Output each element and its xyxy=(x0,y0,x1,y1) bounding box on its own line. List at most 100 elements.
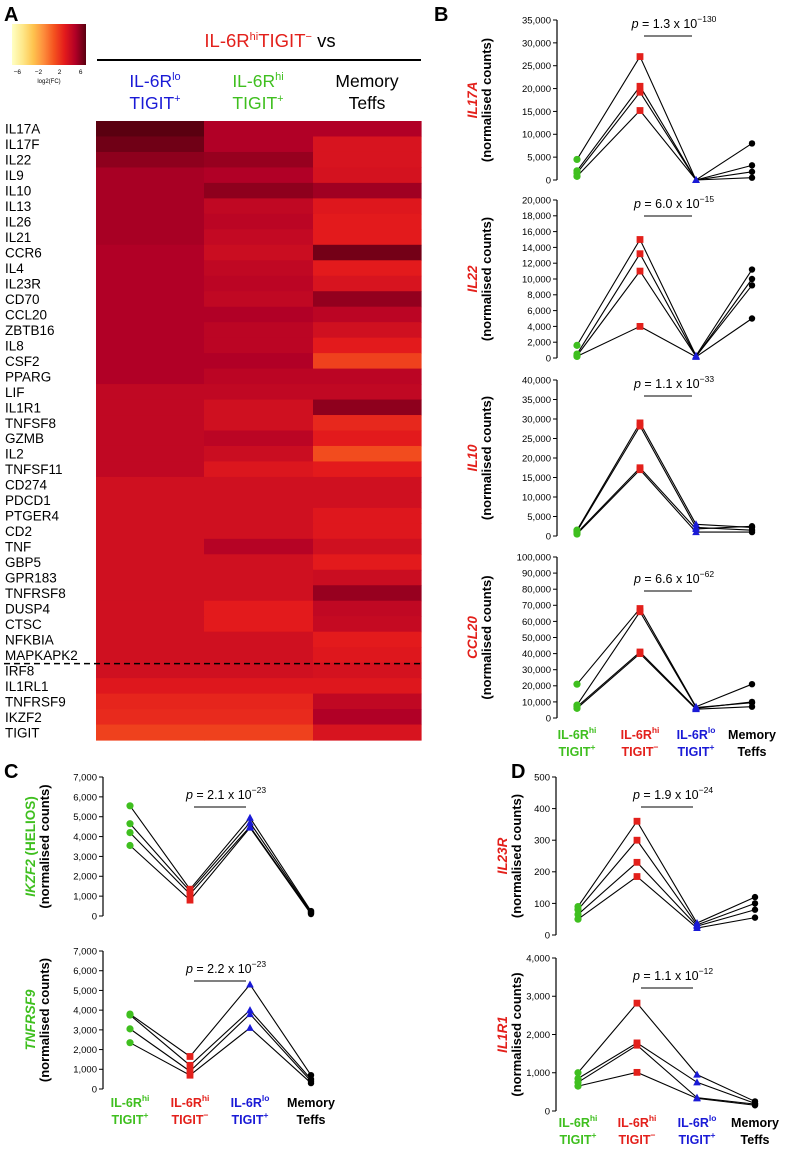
point-il6rhi-tigit-pos xyxy=(573,704,581,712)
c1-series-line xyxy=(129,1027,312,1084)
heatmap-column-label: IL-6Rhi xyxy=(232,71,283,91)
point-memory-teffs xyxy=(748,140,756,147)
d1-y-axis-label: (normalised counts) xyxy=(509,972,524,1096)
b2-series-line xyxy=(576,468,752,535)
point-il6rhi-tigit-neg xyxy=(633,1068,641,1076)
heatmap-cell xyxy=(313,399,422,416)
panel-b-x-label: Teffs xyxy=(738,745,767,759)
heatmap-cell xyxy=(96,693,205,710)
heatmap-cell xyxy=(204,538,314,555)
point-il6rhi-tigit-pos xyxy=(573,341,581,349)
panel-b-x-label: IL-6Rhi xyxy=(621,725,660,742)
gene-label: GZMB xyxy=(5,431,44,446)
b3-gene-label: CCL20 xyxy=(465,616,480,659)
panel-b-x-label: Memory xyxy=(728,728,776,742)
b1-y-tick-label: 2,000 xyxy=(527,338,551,349)
point-il6rlo-tigit-pos xyxy=(246,1010,254,1018)
point-il6rhi-tigit-neg xyxy=(633,817,641,825)
panel-b-x-label: IL-6Rhi xyxy=(558,725,597,742)
heatmap-cell xyxy=(204,399,314,416)
heatmap-cell xyxy=(313,244,422,261)
point-il6rhi-tigit-neg xyxy=(636,608,644,616)
heatmap-cell xyxy=(96,167,205,184)
point-il6rhi-tigit-pos xyxy=(126,802,134,810)
gene-label: CD274 xyxy=(5,478,48,493)
point-il6rlo-tigit-pos xyxy=(692,528,700,536)
gene-label: IL10 xyxy=(5,184,31,199)
panel-b-x-label: TIGIT+ xyxy=(678,742,715,759)
heatmap-cell xyxy=(96,291,205,308)
d1-series-line xyxy=(577,1002,756,1102)
point-memory-teffs xyxy=(748,528,756,536)
heatmap-cell xyxy=(204,244,314,261)
gene-label: CCR6 xyxy=(5,246,42,261)
colorbar-tick-label: 6 xyxy=(79,69,83,76)
heatmap-cell xyxy=(313,647,422,664)
heatmap-cell xyxy=(204,229,314,246)
b3-y-tick-label: 90,000 xyxy=(522,569,551,580)
b1-y-tick-label: 0 xyxy=(546,353,551,364)
d1-y-tick-label: 3,000 xyxy=(526,992,550,1003)
panel-d-x-label: TIGIT+ xyxy=(679,1130,716,1147)
heatmap-cell xyxy=(204,430,314,447)
heatmap-cell xyxy=(204,306,314,323)
heatmap-cell xyxy=(204,368,314,385)
heatmap-cell xyxy=(313,445,422,463)
point-il6rhi-tigit-pos xyxy=(126,820,134,828)
b3-y-tick-label: 0 xyxy=(546,713,551,724)
heatmap-cell xyxy=(204,585,314,602)
panel-d-x-label: TIGIT+ xyxy=(560,1130,597,1147)
point-il6rhi-tigit-neg xyxy=(186,896,194,904)
b2-y-tick-label: 30,000 xyxy=(522,414,551,425)
panel-c-x-label: IL-6Rhi xyxy=(171,1093,210,1110)
b0-series-line xyxy=(576,109,753,181)
heatmap-cell xyxy=(313,476,422,493)
d0-y-tick-label: 100 xyxy=(534,899,550,910)
b0-y-tick-label: 35,000 xyxy=(522,15,551,26)
c0-y-tick-label: 5,000 xyxy=(73,812,97,823)
point-il6rhi-tigit-neg xyxy=(186,890,194,898)
d1-p-value: p = 1.1 x 10−12 xyxy=(632,966,713,983)
c1-p-value: p = 2.2 x 10−23 xyxy=(185,959,266,976)
c1-y-tick-label: 3,000 xyxy=(73,1025,97,1036)
heatmap-cell xyxy=(313,415,422,432)
point-memory-teffs xyxy=(751,893,759,901)
panel-letter-c: C xyxy=(4,761,18,783)
heatmap-cell xyxy=(204,693,314,710)
heatmap-cell xyxy=(96,569,205,586)
gene-label: IL23R xyxy=(5,276,41,291)
heatmap-cell xyxy=(313,724,422,741)
heatmap-cell xyxy=(96,229,205,246)
point-il6rlo-tigit-pos xyxy=(693,1094,701,1102)
b2-y-tick-label: 25,000 xyxy=(522,434,551,445)
chart-il1r1: 0 1,000 2,000 3,000 4,000 IL1R1 (normalised co… xyxy=(495,953,759,1117)
heatmap-cell xyxy=(96,631,205,648)
d0-y-axis-label: (normalised counts) xyxy=(509,794,524,918)
point-il6rhi-tigit-neg xyxy=(636,650,644,657)
b3-y-tick-label: 40,000 xyxy=(522,649,551,660)
b3-y-tick-label: 50,000 xyxy=(522,633,551,644)
b1-y-tick-label: 6,000 xyxy=(527,306,551,317)
b0-series-line xyxy=(576,85,753,181)
heatmap-cell xyxy=(313,678,422,695)
chart-ccl20: 0 10,000 20,000 30,000 40,000 50,000 60,000 70,… xyxy=(465,552,756,724)
gene-label: ZBTB16 xyxy=(5,323,55,338)
d0-series-line xyxy=(577,875,756,929)
b2-y-tick-label: 5,000 xyxy=(527,512,551,523)
heatmap-cell xyxy=(313,213,422,230)
heatmap-cell xyxy=(96,461,205,478)
heatmap-cell xyxy=(204,600,314,617)
heatmap-cell xyxy=(96,121,205,138)
heatmap-cell xyxy=(313,229,422,246)
gene-label: IL8 xyxy=(5,338,24,353)
b3-p-value: p = 6.6 x 10−62 xyxy=(633,569,714,586)
d1-y-tick-label: 1,000 xyxy=(526,1068,550,1079)
heatmap-column-label: IL-6Rlo xyxy=(129,71,180,91)
gene-label: PPARG xyxy=(5,369,51,384)
b3-y-tick-label: 100,000 xyxy=(517,552,551,563)
gene-label: CTSC xyxy=(5,617,42,632)
heatmap-cell xyxy=(96,538,205,555)
gene-label: IRF8 xyxy=(5,663,34,678)
c0-series-line xyxy=(129,805,312,912)
point-il6rhi-tigit-pos xyxy=(126,1011,134,1019)
